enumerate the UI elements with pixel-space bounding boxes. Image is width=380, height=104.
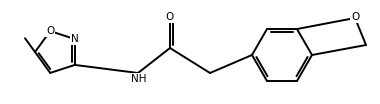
Text: O: O [166,12,174,22]
Text: NH: NH [131,74,147,84]
Text: N: N [71,34,79,44]
Text: O: O [351,12,359,22]
Text: O: O [46,26,54,36]
